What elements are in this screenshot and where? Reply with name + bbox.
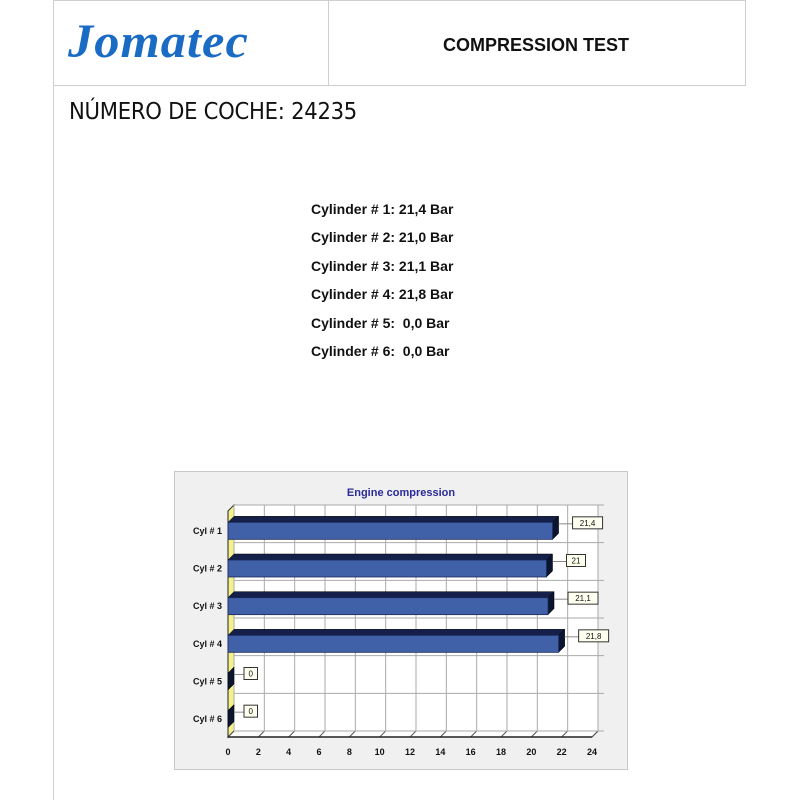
x-tick-label: 16 [466, 747, 476, 757]
bar [227, 559, 547, 578]
top-border [53, 0, 746, 1]
x-tick-label: 2 [256, 747, 261, 757]
reading-cyl-5: Cylinder # 5: 0,0 Bar [311, 314, 450, 331]
y-tick-label: Cyl # 3 [193, 601, 222, 611]
data-label-box [578, 629, 610, 643]
floor-tick [530, 730, 538, 738]
left-border [53, 0, 54, 800]
data-label: 21,1 [575, 594, 591, 603]
header-divider [328, 0, 329, 85]
floor-tick [591, 730, 599, 738]
floor-tick [227, 730, 235, 738]
reading-cyl-6: Cylinder # 6: 0,0 Bar [311, 342, 450, 359]
floor-tick [288, 730, 296, 738]
floor-tick [318, 730, 326, 738]
bar-top [227, 516, 560, 523]
data-label-box [567, 591, 599, 605]
car-number: NÚMERO DE COCHE: 24235 [69, 99, 358, 125]
floor-tick [348, 730, 356, 738]
bar-top [227, 591, 555, 598]
x-tick-label: 14 [435, 747, 445, 757]
floor-tick [500, 730, 508, 738]
x-tick-label: 8 [347, 747, 352, 757]
x-tick-label: 20 [526, 747, 536, 757]
data-label-box [243, 704, 258, 718]
bar [227, 521, 553, 540]
plot-left-wall [227, 503, 235, 739]
bar-top [227, 553, 554, 561]
floor-tick [439, 730, 447, 738]
right-border [745, 0, 746, 85]
x-tick-label: 24 [587, 747, 597, 757]
floor-tick [561, 730, 569, 738]
x-tick-label: 22 [557, 747, 567, 757]
data-label: 21 [572, 557, 581, 566]
x-tick-label: 12 [405, 747, 415, 757]
bar [227, 634, 560, 653]
y-tick-label: Cyl # 2 [193, 564, 222, 574]
reading-cyl-2: Cylinder # 2: 21,0 Bar [311, 229, 454, 246]
x-tick-label: 10 [375, 747, 385, 757]
page-title: COMPRESSION TEST [442, 35, 630, 55]
reading-cyl-1: Cylinder # 1: 21,4 Bar [311, 201, 454, 217]
bar-side [227, 666, 235, 691]
reading-cyl-3: Cylinder # 3: 21,1 Bar [311, 257, 454, 274]
x-tick-label: 0 [225, 747, 230, 757]
x-tick-label: 18 [496, 747, 506, 757]
floor-tick [379, 730, 387, 738]
x-tick-label: 4 [286, 747, 291, 757]
data-label: 0 [249, 670, 254, 679]
y-tick-label: Cyl # 4 [193, 639, 222, 649]
bar-side [227, 704, 235, 729]
data-label-box [572, 516, 604, 530]
y-tick-label: Cyl # 6 [193, 714, 222, 724]
x-tick-label: 6 [316, 747, 321, 757]
floor-tick [257, 730, 265, 738]
data-label-box [243, 667, 258, 680]
bar [227, 597, 549, 616]
bar-top [227, 629, 566, 636]
data-label: 21,8 [586, 632, 602, 641]
floor-tick [409, 730, 417, 738]
y-tick-label: Cyl # 5 [193, 677, 222, 687]
header-bottom-border [53, 85, 746, 86]
data-label: 0 [249, 707, 254, 716]
data-label: 21,4 [580, 519, 596, 528]
reading-cyl-4: Cylinder # 4: 21,8 Bar [311, 286, 454, 303]
cylinder-readings: Cylinder # 1: 21,4 Bar Cylinder # 2: 21,… [311, 201, 453, 371]
floor-tick [470, 730, 478, 738]
jomatec-logo: Jomatec [68, 15, 249, 68]
data-label-box [566, 554, 586, 567]
chart-title: Engine compression [347, 487, 455, 499]
y-tick-label: Cyl # 1 [193, 526, 222, 536]
